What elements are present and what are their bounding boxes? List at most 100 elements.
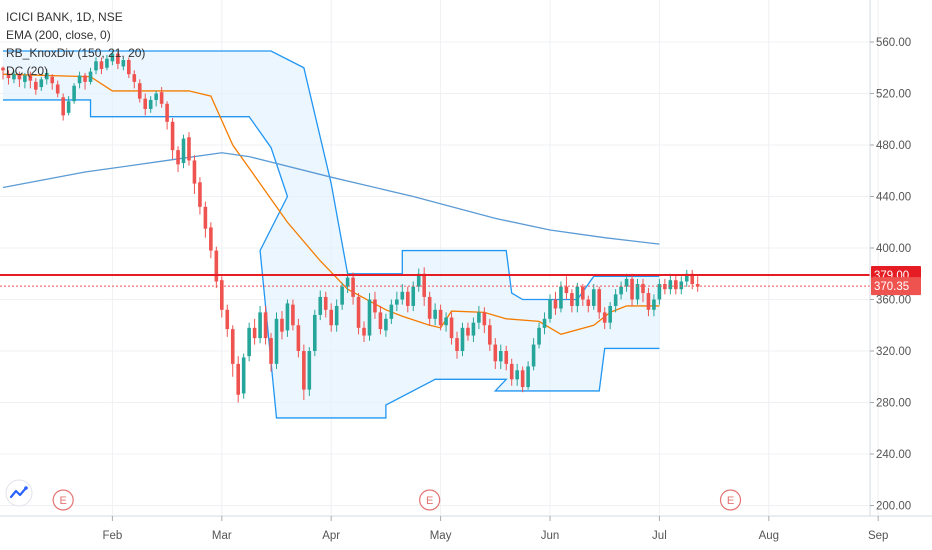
tradingview-logo-icon[interactable] [5, 479, 33, 507]
candle-body [88, 71, 93, 82]
candle-body [635, 284, 640, 300]
candle-body [466, 327, 470, 336]
candle-body [433, 309, 437, 319]
chart-legend: ICICI BANK, 1D, NSE EMA (200, close, 0) … [6, 8, 145, 80]
candle-body [602, 312, 607, 323]
candle-body [690, 273, 695, 285]
candle-body [657, 284, 662, 300]
candle-body [34, 81, 38, 90]
time-tick-label: Mar [212, 530, 232, 542]
price-tick-label: 360.00 [876, 295, 911, 307]
candle-body [531, 344, 536, 367]
candle-body [99, 61, 104, 70]
candle-body [695, 284, 700, 287]
candle-body [83, 75, 87, 82]
candle-body [449, 317, 454, 339]
time-tick-label: Sep [868, 530, 888, 542]
candle-body [72, 85, 76, 102]
candle-body [515, 370, 519, 380]
legend-ema: EMA (200, close, 0) [6, 28, 111, 42]
candle-body [548, 299, 552, 319]
candle-body [225, 309, 230, 330]
candle-body [176, 150, 180, 165]
candle-body [44, 72, 49, 80]
candle-body [323, 296, 328, 310]
candle-body [537, 327, 541, 345]
candle-body [684, 273, 689, 282]
candle-body [493, 344, 498, 362]
earnings-marker-circle [719, 489, 742, 511]
time-tick-label: Aug [759, 530, 779, 542]
candle-body [252, 327, 257, 339]
candle-body [302, 351, 306, 390]
candle-body [581, 286, 585, 300]
candle-body [137, 83, 142, 99]
price-tick-label: 400.00 [876, 243, 911, 255]
candle-body [61, 97, 65, 116]
candle-body [143, 98, 148, 109]
candle-body [438, 309, 443, 326]
candle-body [373, 299, 377, 313]
candle-body [258, 312, 262, 339]
price-tick-label: 560.00 [876, 37, 911, 49]
candle-body [230, 329, 235, 364]
candle-body [121, 60, 126, 67]
candle-body [285, 303, 290, 331]
time-axis[interactable]: Feb Mar Apr May Jun Jul Aug Sep [102, 516, 888, 542]
last-price-badge-bg [871, 277, 921, 296]
candle-body [395, 299, 399, 305]
donchian-mid-line [2, 73, 660, 335]
candle-body [597, 289, 602, 313]
candle-body [389, 304, 394, 319]
candle-body [367, 299, 372, 336]
price-tick-label: 520.00 [876, 89, 911, 101]
candle-body [241, 357, 246, 394]
candle-body [192, 160, 197, 184]
candle-body [591, 289, 596, 306]
earnings-marker-label: E [426, 495, 433, 507]
time-tick-label: Feb [102, 530, 122, 542]
candle-body [39, 79, 44, 88]
earnings-marker-label: E [59, 495, 66, 507]
donchian-channel-fill [3, 51, 660, 418]
time-tick-label: Jun [541, 530, 560, 542]
candle-body [400, 291, 405, 300]
candle-body [105, 58, 109, 68]
candle-body [312, 314, 317, 351]
candle-body [411, 286, 416, 306]
candle-body [559, 286, 563, 309]
candle-body [55, 84, 60, 94]
candle-body [608, 305, 612, 323]
candle-body [17, 74, 22, 80]
candle-body [422, 273, 426, 297]
candle-body [209, 227, 213, 251]
candle-body [12, 74, 16, 80]
candle-body [127, 60, 131, 75]
candle-body [94, 61, 98, 71]
price-axis[interactable]: 200.00 240.00 280.00 320.00 360.00 400.00 440.… [870, 37, 911, 513]
candle-body [296, 325, 301, 351]
candle-body [116, 53, 120, 64]
candle-body [504, 351, 509, 364]
candle-body [187, 137, 191, 161]
candle-body [159, 92, 164, 104]
candle-body [148, 99, 153, 109]
candle-body [132, 74, 137, 82]
candle-body [280, 318, 284, 332]
candle-body [220, 280, 224, 310]
candle-body [351, 277, 355, 297]
candle-body [236, 363, 241, 395]
candle-body [356, 296, 361, 328]
time-tick-label: Apr [322, 530, 340, 542]
candle-body [460, 327, 465, 351]
candle-body [318, 296, 323, 315]
candle-body [668, 280, 673, 290]
candle-body [619, 286, 623, 295]
candle-body [471, 322, 476, 336]
price-tick-label: 240.00 [876, 449, 911, 461]
candle-body [613, 294, 618, 306]
candle-body [110, 53, 115, 62]
price-tick-label: 200.00 [876, 501, 911, 513]
